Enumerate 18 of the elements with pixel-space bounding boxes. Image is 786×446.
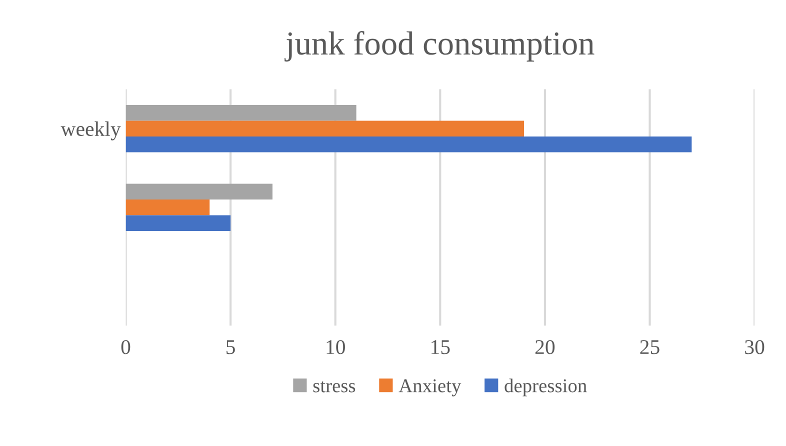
x-tick-label: 10 <box>326 340 345 354</box>
x-tick-label: 15 <box>432 340 450 354</box>
x-tick-label: 30 <box>745 340 764 354</box>
x-tick-label: 20 <box>535 340 555 354</box>
x-tick-label: 5 <box>226 340 235 354</box>
legend-label: stress <box>313 381 356 392</box>
bar <box>126 136 692 152</box>
bar <box>126 215 231 232</box>
x-tick-label: 0 <box>121 340 130 354</box>
chart-title: junk food consumption <box>284 31 594 62</box>
bar <box>126 120 524 136</box>
bar <box>126 184 272 200</box>
legend-label: depression <box>504 378 587 396</box>
y-tick-label: weekly <box>60 121 121 140</box>
bar <box>126 200 210 216</box>
bar <box>126 104 356 121</box>
x-tick-label: 25 <box>640 340 660 354</box>
legend-label: Anxiety <box>398 379 462 396</box>
